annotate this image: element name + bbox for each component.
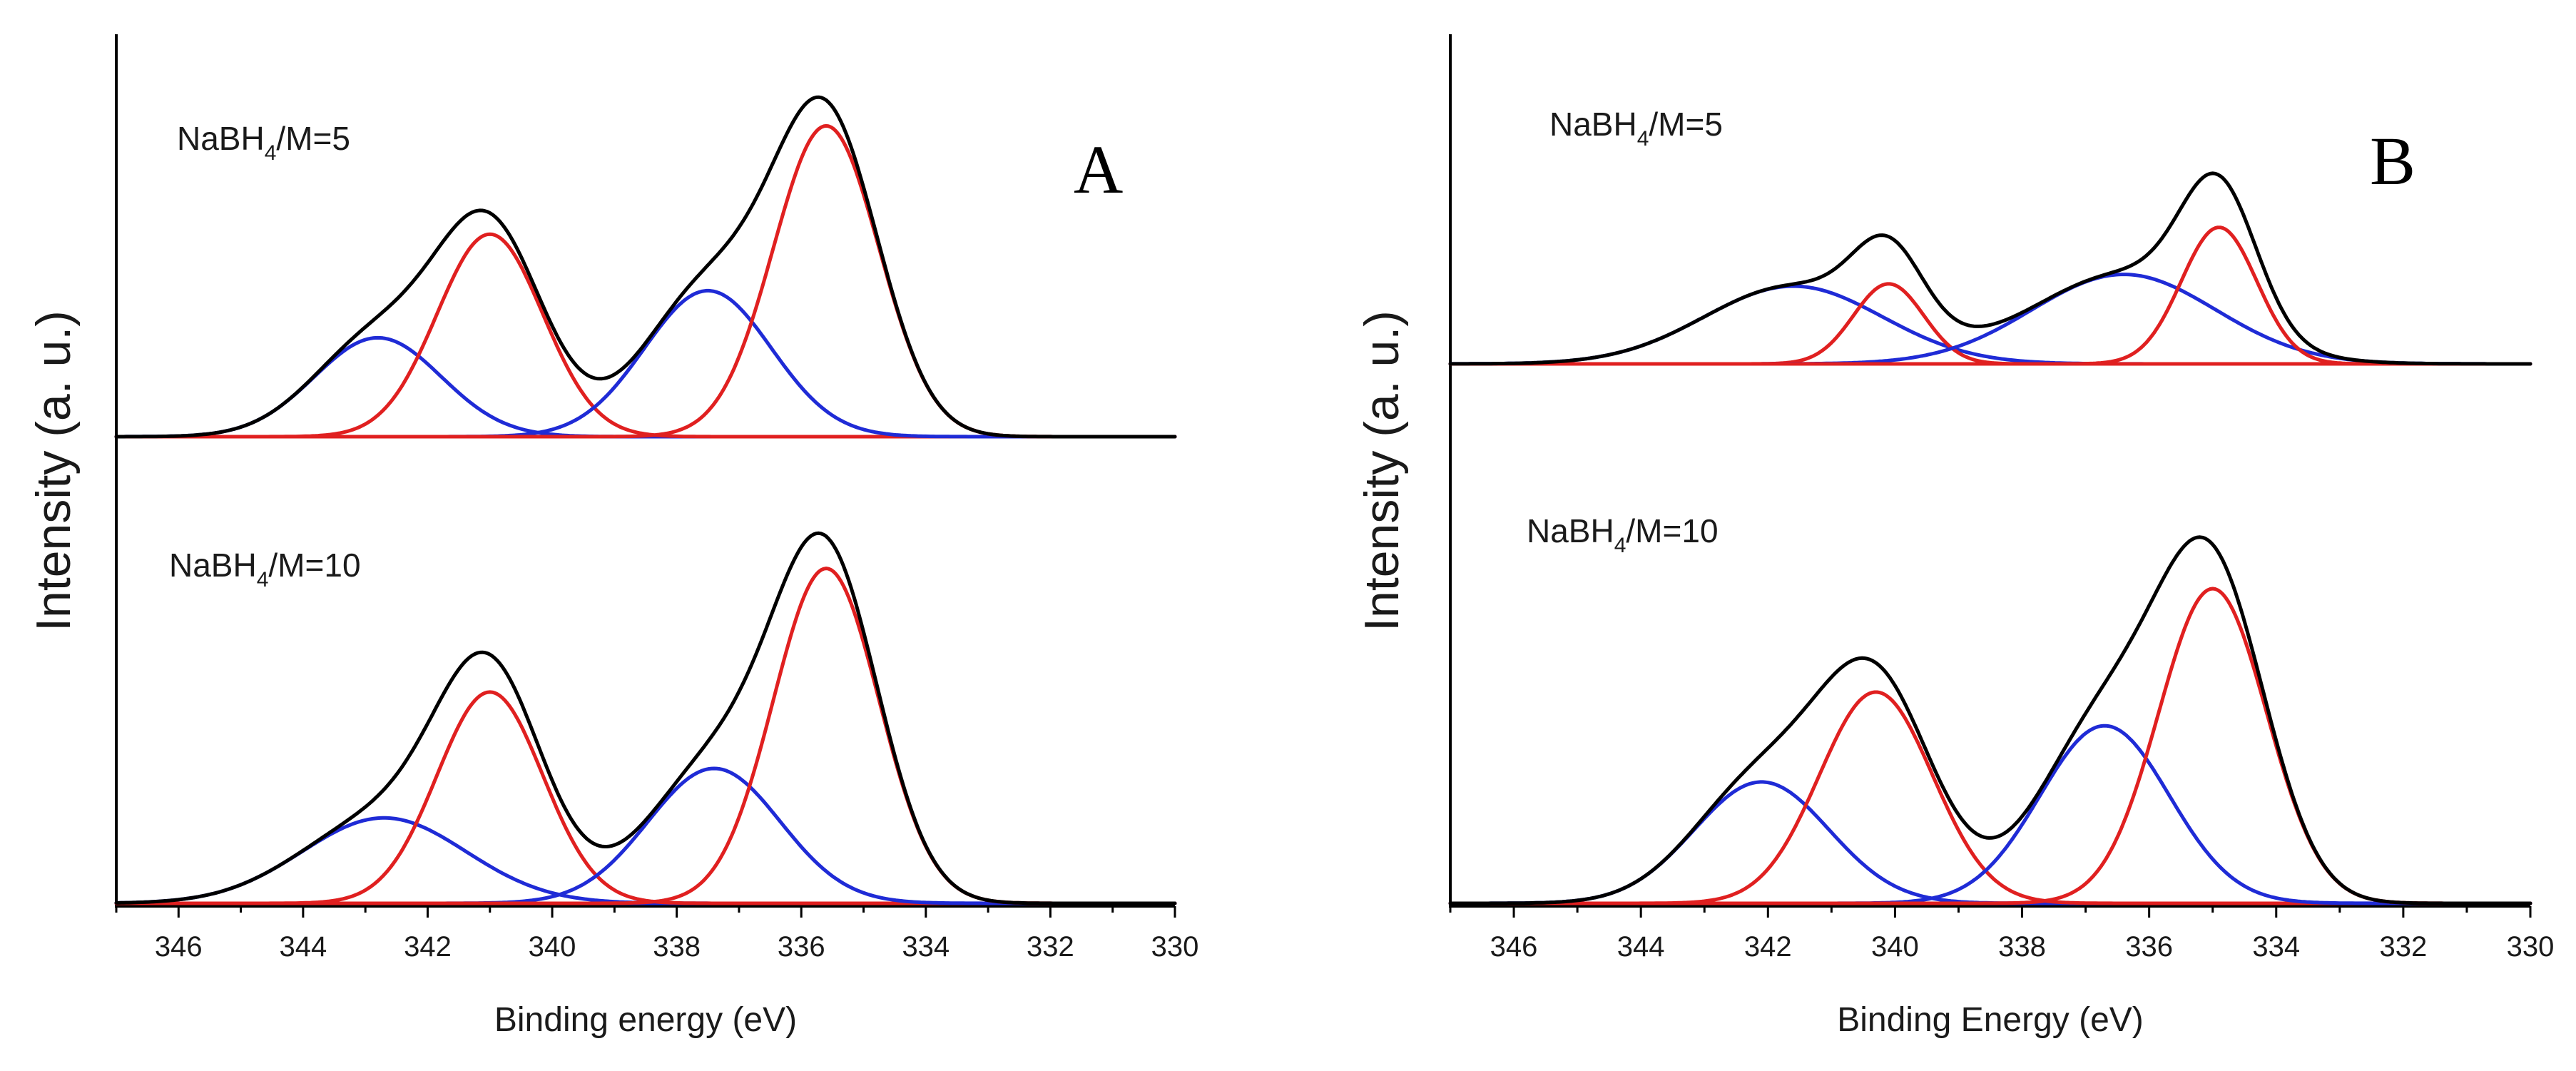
x-tick-label: 346 <box>155 931 203 963</box>
panel-a: 346 344 342 340 338 336 334 332 330 Intensity (a… <box>26 34 1198 1039</box>
component-peak-red-2 <box>114 567 1177 905</box>
component-peak-red-1 <box>1448 690 2532 905</box>
x-tick-label: 330 <box>1151 931 1199 963</box>
label-subscript: 4 <box>265 141 277 165</box>
component-peak-blue-1 <box>1448 780 2532 905</box>
envelope-curve <box>114 95 1177 439</box>
x-tick-label: 332 <box>1027 931 1074 963</box>
component-peak-blue-2 <box>114 766 1177 905</box>
panel-a-curves <box>114 95 1177 905</box>
label-suffix: /M=5 <box>1649 106 1723 143</box>
panel-b-x-axis-title: Binding Energy (eV) <box>1837 1001 2144 1039</box>
label-suffix: /M=5 <box>276 120 350 157</box>
x-tick-label: 342 <box>1744 931 1792 963</box>
panel-a-spectrum-2-label: NaBH4/M=10 <box>169 547 361 592</box>
x-tick-label: 344 <box>1617 931 1665 963</box>
component-peak-blue-2 <box>114 288 1177 439</box>
envelope-curve <box>1448 171 2532 366</box>
panel-b-spectrum-2-label: NaBH4/M=10 <box>1527 512 1719 557</box>
x-tick-label: 344 <box>280 931 327 963</box>
label-subscript: 4 <box>1614 534 1626 557</box>
x-tick-label: 336 <box>778 931 825 963</box>
component-peak-blue-1 <box>114 335 1177 439</box>
x-tick-label: 346 <box>1490 931 1538 963</box>
label-subscript: 4 <box>1637 127 1649 151</box>
label-subscript: 4 <box>257 568 269 592</box>
panel-b-letter: B <box>2370 123 2415 199</box>
x-tick-label: 334 <box>2252 931 2300 963</box>
component-peak-red-1 <box>114 690 1177 905</box>
component-peak-blue-1 <box>114 816 1177 905</box>
panel-a-letter: A <box>1074 131 1123 208</box>
label-prefix: NaBH <box>1549 106 1637 143</box>
envelope-curve <box>114 531 1177 905</box>
panel-b: 346 344 342 340 338 336 334 332 330 Intensity (a… <box>1355 34 2554 1039</box>
x-tick-label: 342 <box>404 931 452 963</box>
label-prefix: NaBH <box>177 120 265 157</box>
component-peak-red-2 <box>114 123 1177 439</box>
x-tick-label: 336 <box>2125 931 2173 963</box>
x-tick-label: 340 <box>1871 931 1919 963</box>
label-suffix: /M=10 <box>268 547 360 584</box>
component-peak-blue-2 <box>1448 273 2532 366</box>
panel-b-spectrum-1-label: NaBH4/M=5 <box>1549 106 1723 151</box>
x-tick-label: 332 <box>2380 931 2428 963</box>
x-tick-label: 330 <box>2507 931 2555 963</box>
envelope-curve <box>1448 535 2532 905</box>
panel-a-spectrum-1-label: NaBH4/M=5 <box>177 120 350 165</box>
panel-a-x-ticks: 346 344 342 340 338 336 334 332 330 <box>115 906 1199 963</box>
x-tick-label: 334 <box>902 931 950 963</box>
label-prefix: NaBH <box>169 547 257 584</box>
x-tick-label: 340 <box>529 931 576 963</box>
component-peak-red-1 <box>114 232 1177 439</box>
panel-b-x-ticks: 346 344 342 340 338 336 334 332 330 <box>1449 906 2555 963</box>
x-tick-label: 338 <box>1998 931 2046 963</box>
x-tick-label: 338 <box>653 931 701 963</box>
component-peak-red-2 <box>1448 225 2532 366</box>
label-suffix: /M=10 <box>1626 512 1718 549</box>
panel-a-y-axis-title: Intensity (a. u.) <box>26 310 81 631</box>
component-peak-red-2 <box>1448 587 2532 905</box>
panel-a-x-axis-title: Binding energy (eV) <box>494 1001 797 1039</box>
panel-b-y-axis-title: Intensity (a. u.) <box>1355 310 1409 631</box>
panel-b-curves <box>1448 171 2532 905</box>
label-prefix: NaBH <box>1527 512 1614 549</box>
